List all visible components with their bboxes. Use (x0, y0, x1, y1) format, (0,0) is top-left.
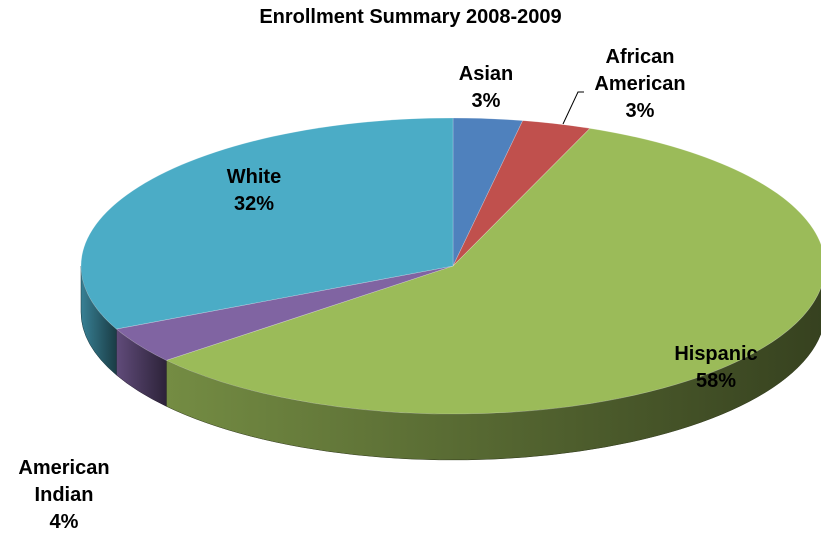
pie-slice-american-indian (115, 265, 454, 361)
label-african-american: African American 3% (594, 46, 685, 122)
label-value-white: 32% (234, 193, 274, 215)
pie-top-layer (80, 117, 821, 415)
label-value-african-american: 3% (626, 100, 655, 122)
label-hispanic: Hispanic 58% (674, 343, 757, 392)
label-value-american-indian: 4% (50, 511, 79, 533)
pie-depth-layer (80, 265, 821, 461)
pie-slice-asian (452, 117, 524, 267)
chart-title: Enrollment Summary 2008-2009 (259, 6, 562, 28)
pie-slice-african-american (452, 120, 591, 267)
label-white: White 32% (227, 166, 281, 215)
label-american-indian: American Indian 4% (18, 457, 109, 533)
leader-line-african-american (562, 91, 584, 125)
pie-slice-white (80, 117, 454, 330)
label-asian: Asian 3% (459, 63, 513, 112)
pie-slice-hispanic (165, 128, 821, 415)
label-value-hispanic: 58% (696, 370, 736, 392)
label-value-asian: 3% (472, 90, 501, 112)
pie-labels: Asian 3% African American 3% Hispanic 58% Ameri… (18, 46, 757, 533)
